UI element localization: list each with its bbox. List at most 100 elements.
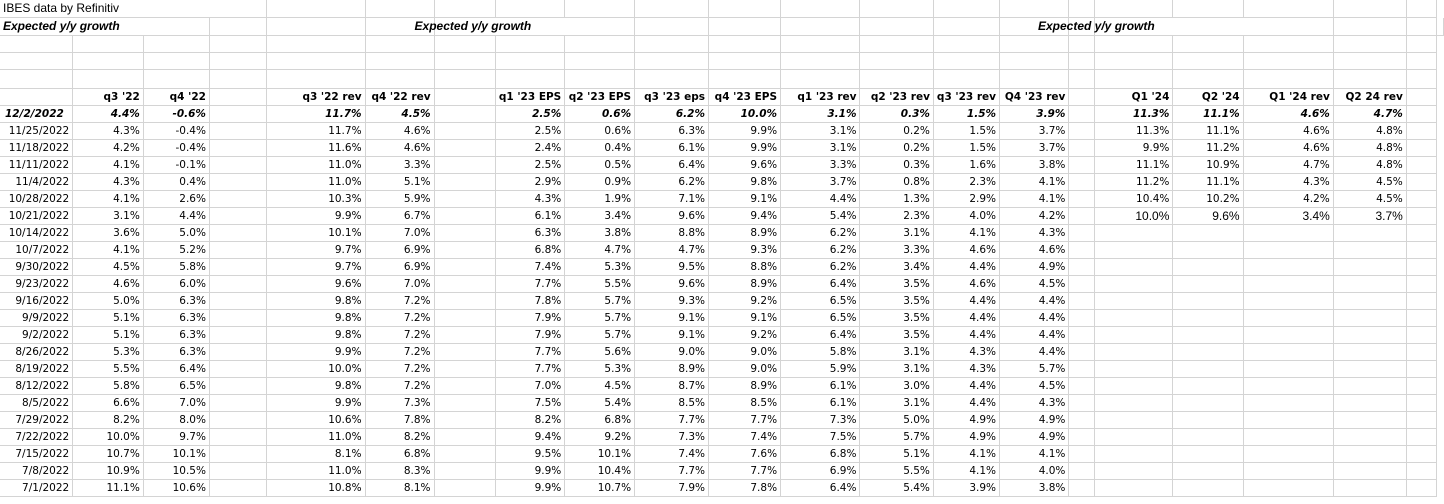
table-cell[interactable]: [434, 156, 496, 174]
row-date-cell[interactable]: 11/25/2022: [0, 122, 74, 140]
value-cell[interactable]: [1333, 292, 1407, 310]
header-q3-22[interactable]: q3 '22: [72, 88, 144, 106]
value-cell[interactable]: 7.7%: [495, 343, 566, 361]
value-cell[interactable]: 11.1%: [1172, 105, 1244, 123]
table-cell[interactable]: [209, 173, 267, 191]
value-cell[interactable]: 9.1%: [708, 190, 782, 208]
value-cell[interactable]: 6.5%: [780, 292, 861, 310]
value-cell[interactable]: [1243, 326, 1334, 344]
table-cell[interactable]: [1406, 292, 1438, 310]
value-cell[interactable]: 4.2%: [1243, 190, 1334, 208]
value-cell[interactable]: [1333, 428, 1407, 446]
value-cell[interactable]: 7.9%: [495, 326, 566, 344]
value-cell[interactable]: 4.3%: [933, 343, 1001, 361]
table-cell[interactable]: [1406, 122, 1438, 140]
value-cell[interactable]: 7.5%: [780, 428, 861, 446]
value-cell[interactable]: 5.9%: [365, 190, 435, 208]
value-cell[interactable]: [1333, 309, 1407, 327]
value-cell[interactable]: 5.3%: [72, 343, 144, 361]
value-cell[interactable]: 7.0%: [495, 377, 566, 395]
value-cell[interactable]: 11.7%: [266, 105, 366, 123]
table-cell[interactable]: [1068, 122, 1095, 140]
value-cell[interactable]: 7.2%: [365, 326, 435, 344]
table-cell[interactable]: [434, 462, 496, 480]
value-cell[interactable]: 1.5%: [933, 139, 1001, 157]
value-cell[interactable]: 6.6%: [72, 394, 144, 412]
value-cell[interactable]: [1094, 445, 1174, 463]
value-cell[interactable]: 4.6%: [999, 241, 1070, 259]
value-cell[interactable]: 3.5%: [859, 309, 934, 327]
value-cell[interactable]: 5.3%: [564, 360, 636, 378]
value-cell[interactable]: 6.2%: [780, 241, 861, 259]
table-cell[interactable]: [209, 275, 267, 293]
value-cell[interactable]: 3.5%: [859, 326, 934, 344]
value-cell[interactable]: 6.0%: [143, 275, 210, 293]
row-date-cell[interactable]: 9/2/2022: [0, 326, 74, 344]
header-q1-24-rev[interactable]: Q1 '24 rev: [1243, 88, 1334, 106]
value-cell[interactable]: 2.5%: [495, 156, 566, 174]
value-cell[interactable]: 4.3%: [999, 224, 1070, 242]
table-cell[interactable]: [209, 122, 267, 140]
value-cell[interactable]: 4.9%: [933, 411, 1001, 429]
value-cell[interactable]: 4.4%: [780, 190, 861, 208]
value-cell[interactable]: 10.7%: [564, 479, 636, 497]
value-cell[interactable]: 8.9%: [708, 275, 782, 293]
value-cell[interactable]: 6.1%: [495, 207, 566, 225]
value-cell[interactable]: 10.6%: [266, 411, 366, 429]
value-cell[interactable]: [1094, 292, 1174, 310]
value-cell[interactable]: 4.0%: [933, 207, 1001, 225]
value-cell[interactable]: 9.1%: [708, 309, 782, 327]
table-cell[interactable]: [434, 207, 496, 225]
value-cell[interactable]: 6.2%: [634, 105, 709, 123]
value-cell[interactable]: 1.6%: [933, 156, 1001, 174]
value-cell[interactable]: 1.9%: [564, 190, 636, 208]
value-cell[interactable]: [1333, 462, 1407, 480]
table-cell[interactable]: [209, 190, 267, 208]
value-cell[interactable]: 7.0%: [365, 275, 435, 293]
value-cell[interactable]: 11.0%: [266, 462, 366, 480]
row-date-cell[interactable]: 11/18/2022: [0, 139, 74, 157]
value-cell[interactable]: 5.0%: [143, 224, 210, 242]
value-cell[interactable]: [1094, 377, 1174, 395]
value-cell[interactable]: [1172, 394, 1244, 412]
value-cell[interactable]: 8.7%: [634, 377, 709, 395]
value-cell[interactable]: 11.1%: [72, 479, 144, 497]
value-cell[interactable]: [1243, 428, 1334, 446]
table-cell[interactable]: [434, 309, 496, 327]
value-cell[interactable]: 11.1%: [1172, 122, 1244, 140]
value-cell[interactable]: 4.7%: [564, 241, 636, 259]
value-cell[interactable]: 3.3%: [365, 156, 435, 174]
value-cell[interactable]: 5.7%: [564, 292, 636, 310]
value-cell[interactable]: 5.1%: [72, 326, 144, 344]
value-cell[interactable]: 10.1%: [564, 445, 636, 463]
value-cell[interactable]: 9.8%: [708, 173, 782, 191]
value-cell[interactable]: [1243, 360, 1334, 378]
table-cell[interactable]: [1068, 275, 1095, 293]
value-cell[interactable]: 4.2%: [999, 207, 1070, 225]
value-cell[interactable]: [1094, 394, 1174, 412]
row-date-cell[interactable]: 8/26/2022: [0, 343, 74, 361]
value-cell[interactable]: [1243, 411, 1334, 429]
value-cell[interactable]: 10.5%: [143, 462, 210, 480]
value-cell[interactable]: [1172, 445, 1244, 463]
value-cell[interactable]: 7.7%: [495, 360, 566, 378]
value-cell[interactable]: 0.4%: [143, 173, 210, 191]
value-cell[interactable]: 7.9%: [495, 309, 566, 327]
table-cell[interactable]: [1068, 224, 1095, 242]
value-cell[interactable]: 1.5%: [933, 122, 1001, 140]
table-cell[interactable]: [209, 394, 267, 412]
value-cell[interactable]: 6.1%: [634, 139, 709, 157]
table-cell[interactable]: [1406, 343, 1438, 361]
value-cell[interactable]: 8.5%: [708, 394, 782, 412]
value-cell[interactable]: 4.7%: [1243, 156, 1334, 174]
table-cell[interactable]: [1406, 309, 1438, 327]
value-cell[interactable]: [1094, 428, 1174, 446]
value-cell[interactable]: 6.8%: [564, 411, 636, 429]
value-cell[interactable]: [1243, 241, 1334, 259]
value-cell[interactable]: 4.4%: [933, 292, 1001, 310]
table-cell[interactable]: [1406, 173, 1438, 191]
value-cell[interactable]: 9.2%: [564, 428, 636, 446]
table-cell[interactable]: [1406, 207, 1438, 225]
value-cell[interactable]: -0.1%: [143, 156, 210, 174]
value-cell[interactable]: 9.6%: [634, 275, 709, 293]
